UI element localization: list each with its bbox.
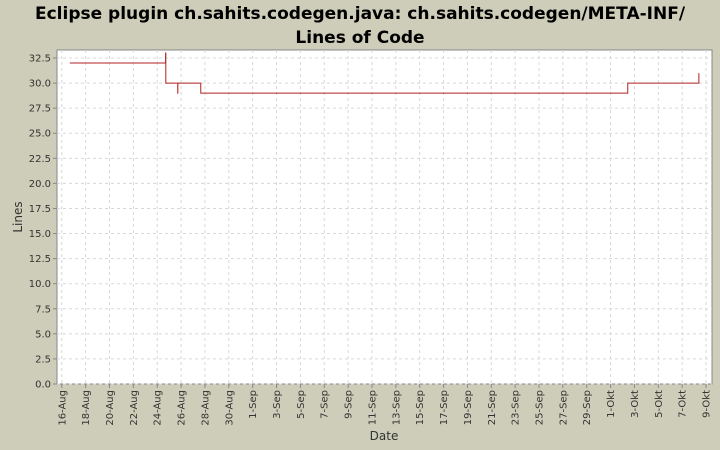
x-tick-label: 22-Aug <box>129 390 140 426</box>
x-tick-label: 27-Sep <box>558 390 569 425</box>
x-tick-label: 1-Okt <box>606 390 617 418</box>
x-tick-label: 21-Sep <box>487 390 498 425</box>
x-tick-label: 26-Aug <box>177 390 188 426</box>
x-tick-label: 7-Okt <box>678 390 689 418</box>
x-tick-label: 20-Aug <box>105 390 116 426</box>
y-tick-label: 12.5 <box>29 254 51 265</box>
x-tick-label: 11-Sep <box>367 390 378 425</box>
plot-area <box>56 49 713 385</box>
y-tick-label: 17.5 <box>29 204 51 215</box>
y-tick-label: 25.0 <box>29 129 51 140</box>
x-tick-label: 15-Sep <box>415 390 426 425</box>
x-tick-label: 28-Aug <box>200 390 211 426</box>
x-tick-label: 29-Sep <box>582 390 593 425</box>
y-tick-label: 22.5 <box>29 154 51 165</box>
data-line <box>69 52 700 94</box>
chart-title: Eclipse plugin ch.sahits.codegen.java: c… <box>34 4 686 48</box>
x-tick-label: 1-Sep <box>248 390 259 419</box>
x-tick-label: 24-Aug <box>153 390 164 426</box>
x-tick-label: 9-Sep <box>344 390 355 419</box>
x-tick-label: 30-Aug <box>224 390 235 426</box>
x-tick-label: 18-Aug <box>81 390 92 426</box>
x-tick-label: 5-Sep <box>296 390 307 419</box>
y-tick-label: 2.5 <box>35 354 51 365</box>
y-tick-label: 15.0 <box>29 229 51 240</box>
x-tick-label: 3-Okt <box>630 390 641 418</box>
y-tick-label: 30.0 <box>29 79 51 90</box>
x-tick-label: 16-Aug <box>57 390 68 426</box>
x-tick-label: 7-Sep <box>320 390 331 419</box>
x-tick-label: 25-Sep <box>535 390 546 425</box>
x-tick-label: 5-Okt <box>654 390 665 418</box>
y-axis-label: Lines <box>11 201 25 232</box>
x-tick-label: 9-Okt <box>702 390 713 418</box>
y-tick-label: 0.0 <box>35 380 51 391</box>
x-axis-label: Date <box>370 429 399 443</box>
x-tick-label: 17-Sep <box>439 390 450 425</box>
y-tick-label: 10.0 <box>29 279 51 290</box>
y-tick-label: 20.0 <box>29 179 51 190</box>
y-tick-label: 32.5 <box>29 54 51 65</box>
x-tick-label: 23-Sep <box>511 390 522 425</box>
x-tick-label: 19-Sep <box>463 390 474 425</box>
y-tick-label: 7.5 <box>35 304 51 315</box>
x-tick-label: 13-Sep <box>391 390 402 425</box>
y-tick-label: 5.0 <box>35 329 51 340</box>
x-tick-label: 3-Sep <box>272 390 283 419</box>
y-tick-label: 27.5 <box>29 104 51 115</box>
